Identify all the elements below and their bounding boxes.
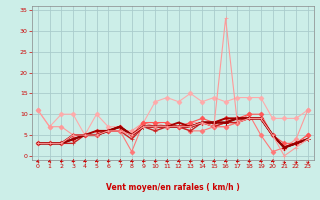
X-axis label: Vent moyen/en rafales ( km/h ): Vent moyen/en rafales ( km/h ) [106, 183, 240, 192]
